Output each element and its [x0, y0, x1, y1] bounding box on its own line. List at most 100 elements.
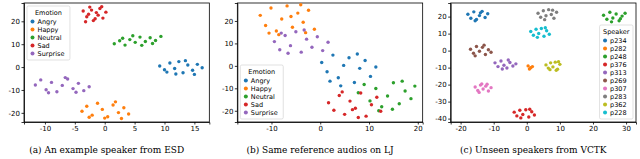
point [537, 32, 540, 35]
point [71, 87, 74, 90]
legend-item: Neutral [244, 93, 275, 101]
y-tick: -10 [435, 64, 450, 72]
x-axis: -10-5051015 [25, 122, 210, 133]
legend-item: p362 [603, 101, 627, 109]
point [34, 83, 37, 86]
point [602, 14, 605, 17]
point [181, 71, 184, 74]
point [375, 96, 378, 99]
legend-label: p269 [610, 77, 627, 85]
legend-marker [244, 111, 248, 115]
legend-label: p362 [610, 101, 627, 109]
y-tick-label: 20 [224, 18, 233, 26]
point [321, 49, 324, 52]
legend-marker [603, 47, 607, 51]
point [159, 35, 162, 38]
y-tick: 20 [224, 18, 237, 26]
point [542, 35, 545, 38]
legend-label: p307 [610, 85, 627, 93]
legend-title: Emotion [35, 9, 62, 17]
point [90, 113, 93, 116]
point [103, 116, 106, 119]
point [88, 5, 91, 8]
point [364, 114, 367, 117]
legend-label: Angry [38, 18, 57, 26]
point [513, 110, 516, 113]
legend-label: p228 [610, 109, 627, 117]
point [80, 110, 83, 113]
point [55, 90, 58, 93]
point [480, 82, 483, 85]
point [547, 8, 550, 11]
legend-item: p248 [603, 53, 627, 61]
point [531, 65, 534, 68]
legend-item: Surprise [31, 50, 65, 58]
x-tick-label: 15 [190, 125, 199, 133]
point [81, 9, 84, 12]
point [374, 87, 377, 90]
point [289, 44, 292, 47]
x-tick: -20 [455, 122, 466, 133]
legend-title: Speaker [603, 28, 630, 36]
legend-box [27, 6, 70, 60]
y-tick-label: -10 [9, 87, 20, 95]
point [534, 27, 537, 30]
point [193, 73, 196, 76]
y-axis-line [22, 4, 25, 123]
y-tick-mark [448, 119, 451, 120]
panel: -20-100102030-40-30-20-1001020Speakerp23… [435, 3, 636, 155]
point [326, 41, 329, 44]
legend-label: p282 [610, 45, 627, 53]
y-tick-mark [448, 68, 451, 69]
x-tick: 10 [161, 122, 170, 133]
point [493, 61, 496, 64]
y-tick-label: 10 [224, 40, 233, 48]
legend-item: p307 [603, 85, 627, 93]
x-tick: -5 [72, 122, 79, 133]
point [489, 86, 492, 89]
point [483, 16, 486, 19]
x-tick: 30 [622, 122, 631, 133]
y-tick-mark [448, 102, 451, 103]
point [47, 91, 50, 94]
x-tick-label: 30 [622, 125, 631, 133]
y-tick-label: -40 [435, 115, 446, 123]
point [118, 39, 121, 42]
point [519, 116, 522, 119]
legend-marker [31, 20, 35, 24]
point [605, 18, 608, 21]
point [528, 108, 531, 111]
x-tick: 10 [556, 122, 565, 133]
legend-item: p228 [603, 109, 627, 117]
point [475, 45, 478, 48]
point [289, 15, 292, 18]
x-tick-label: 10 [365, 125, 374, 133]
point [544, 14, 547, 17]
y-tick-label: 0 [229, 63, 233, 71]
point [104, 10, 107, 13]
point [400, 79, 403, 82]
legend-label: p313 [610, 69, 627, 77]
y-tick: 20 [11, 18, 24, 26]
point [64, 76, 67, 79]
y-tick-label: 0 [16, 64, 20, 72]
point [479, 11, 482, 14]
point [259, 14, 262, 17]
point [536, 36, 539, 39]
legend-item: Sad [31, 42, 50, 50]
point [337, 76, 340, 79]
legend-marker [603, 87, 607, 91]
point [486, 12, 489, 15]
legend-item: Happy [31, 26, 59, 34]
x-tick-label: -5 [72, 125, 79, 133]
legend-marker [603, 39, 607, 43]
point [359, 91, 362, 94]
point [611, 16, 614, 19]
point [44, 88, 47, 91]
point [487, 48, 490, 51]
y-tick-label: -10 [435, 64, 446, 72]
point [353, 81, 356, 84]
y-axis: -20-1001020 [9, 4, 25, 123]
point [320, 61, 323, 64]
point [106, 115, 109, 118]
